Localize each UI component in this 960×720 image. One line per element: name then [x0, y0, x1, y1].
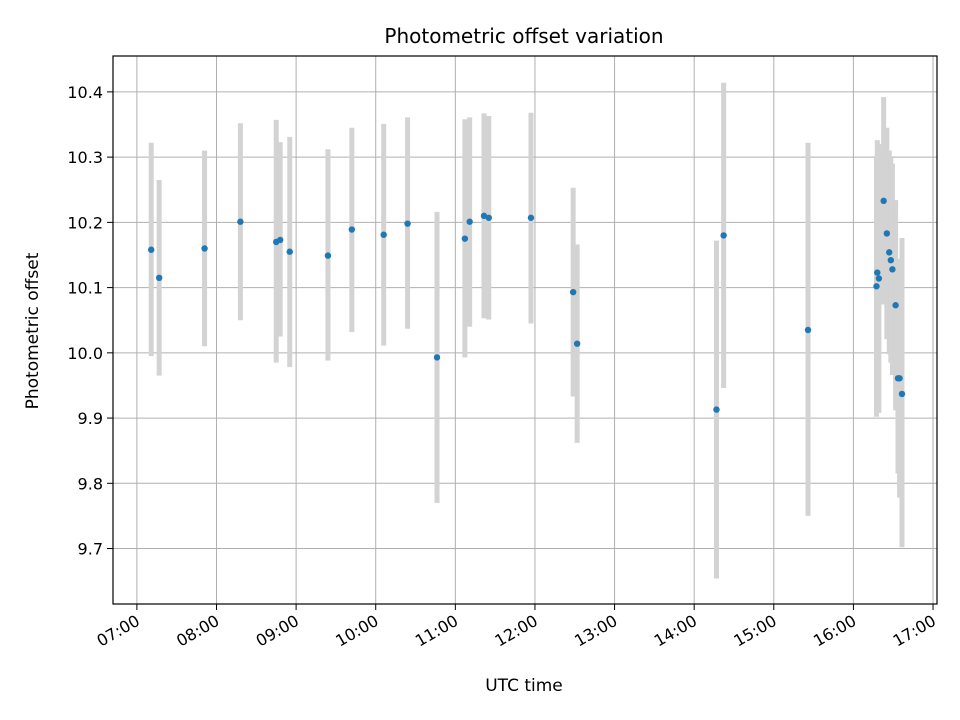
- grid: [113, 56, 937, 604]
- data-points: [148, 197, 906, 413]
- data-point: [898, 390, 906, 398]
- data-point: [892, 302, 899, 309]
- data-point: [875, 275, 883, 282]
- plot-frame: [112, 55, 938, 605]
- chart-title: Photometric offset variation: [384, 24, 663, 48]
- data-point: [324, 252, 332, 259]
- data-point: [155, 274, 163, 282]
- data-point: [237, 218, 244, 225]
- data-point: [380, 231, 387, 238]
- data-point: [286, 248, 293, 255]
- data-point: [896, 375, 903, 382]
- y-tick-label: 10.4: [67, 83, 103, 102]
- data-point: [276, 236, 284, 244]
- data-point: [889, 266, 896, 273]
- data-point: [485, 214, 492, 221]
- data-point: [804, 326, 812, 334]
- y-tick-label: 9.8: [78, 474, 103, 493]
- data-point: [433, 354, 441, 361]
- data-point: [466, 218, 473, 225]
- data-point: [461, 235, 469, 242]
- y-tick-label: 10.2: [67, 213, 103, 232]
- data-point: [148, 246, 155, 253]
- y-tick-label: 10.1: [67, 279, 103, 298]
- data-point: [713, 406, 720, 413]
- y-axis-title: Photometric offset: [23, 252, 43, 409]
- data-point: [404, 220, 411, 227]
- data-point: [720, 232, 727, 239]
- data-point: [880, 197, 887, 205]
- y-tick-label: 10.0: [67, 344, 103, 363]
- data-point: [573, 340, 581, 347]
- x-axis-title: UTC time: [485, 676, 563, 696]
- data-point: [201, 245, 208, 252]
- data-point: [886, 249, 893, 256]
- data-point: [348, 226, 356, 233]
- data-point: [873, 283, 880, 290]
- data-point: [527, 214, 535, 221]
- data-point: [874, 269, 881, 276]
- data-point: [887, 256, 895, 264]
- y-tick-label: 10.3: [67, 148, 103, 167]
- y-tick-label: 9.7: [78, 540, 103, 559]
- data-point: [883, 230, 891, 237]
- y-axis-ticks: 9.7 9.8 9.9 10.0 10.1 10.2 10.3 10.4: [67, 83, 113, 559]
- y-tick-label: 9.9: [78, 409, 103, 428]
- data-point: [569, 288, 577, 296]
